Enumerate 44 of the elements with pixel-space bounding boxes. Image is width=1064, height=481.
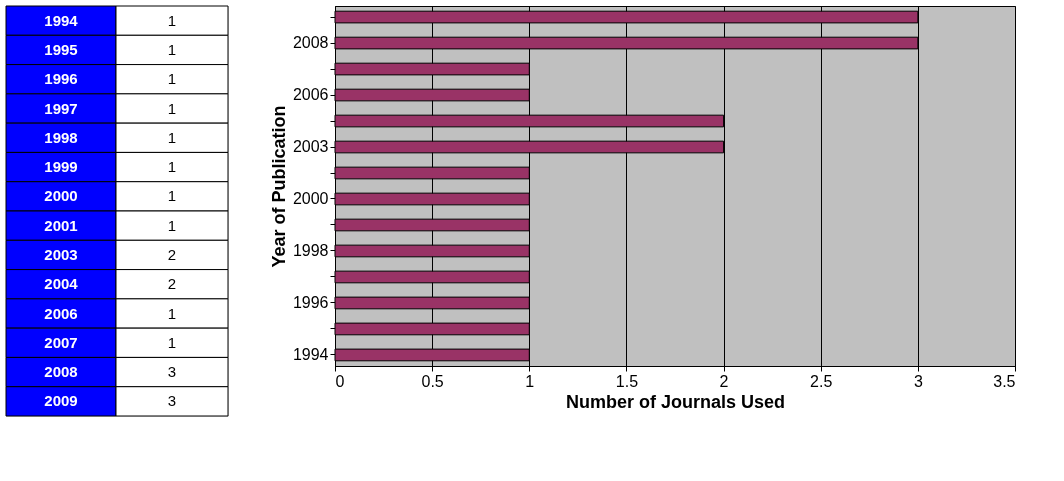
- y-tick-label: 1997: [44, 99, 78, 117]
- y-axis-title: Year of Publication: [268, 105, 289, 268]
- y-tick-label: 1994: [44, 11, 79, 29]
- x-tick-label: 2: [719, 372, 729, 390]
- y-tick-label: 2007: [44, 333, 78, 351]
- y-tick-label: 2006: [44, 304, 78, 322]
- data-label: 1: [167, 158, 177, 176]
- y-tick-label: 2006: [292, 86, 329, 104]
- data-label: 1: [167, 128, 177, 146]
- data-label: 2: [167, 275, 177, 293]
- x-tick-label: 3: [913, 372, 923, 390]
- y-tick-label: 2001: [44, 216, 78, 234]
- y-tick-label: 2008: [292, 34, 329, 52]
- y-tick-label: 1998: [292, 241, 329, 259]
- data-label: 1: [167, 216, 177, 234]
- y-tick-label: 1995: [44, 40, 78, 58]
- y-tick-label: 1996: [292, 293, 329, 311]
- y-tick-label: 2009: [44, 392, 78, 410]
- x-tick-label: 3.5: [993, 372, 1016, 390]
- y-tick-label: 2004: [44, 275, 79, 293]
- data-label: 2: [167, 245, 177, 263]
- data-label: 1: [167, 11, 177, 29]
- data-label: 1: [167, 99, 177, 117]
- y-tick-label: 1998: [44, 128, 78, 146]
- y-tick-label: 2003: [292, 138, 329, 156]
- x-axis-title: Number of Journals Used: [565, 391, 786, 412]
- y-tick-label: 1994: [292, 345, 329, 363]
- data-label: 1: [167, 70, 177, 88]
- y-tick-label: 2000: [44, 187, 78, 205]
- y-tick-label: 2003: [44, 245, 78, 263]
- data-label: 1: [167, 304, 177, 322]
- data-label: 1: [167, 333, 177, 351]
- x-tick-label: 1: [525, 372, 535, 390]
- y-tick-label: 1999: [44, 158, 78, 176]
- x-tick-label: 2.5: [810, 372, 833, 390]
- x-tick-label: 0: [335, 372, 345, 390]
- data-label: 1: [167, 40, 177, 58]
- x-tick-label: 0.5: [421, 372, 444, 390]
- x-tick-label: 1.5: [615, 372, 639, 390]
- data-label: 3: [167, 392, 177, 410]
- y-tick-label: 1996: [44, 70, 78, 88]
- y-tick-label: 2008: [44, 363, 78, 381]
- data-label: 1: [167, 187, 177, 205]
- y-tick-label: 2000: [292, 190, 329, 207]
